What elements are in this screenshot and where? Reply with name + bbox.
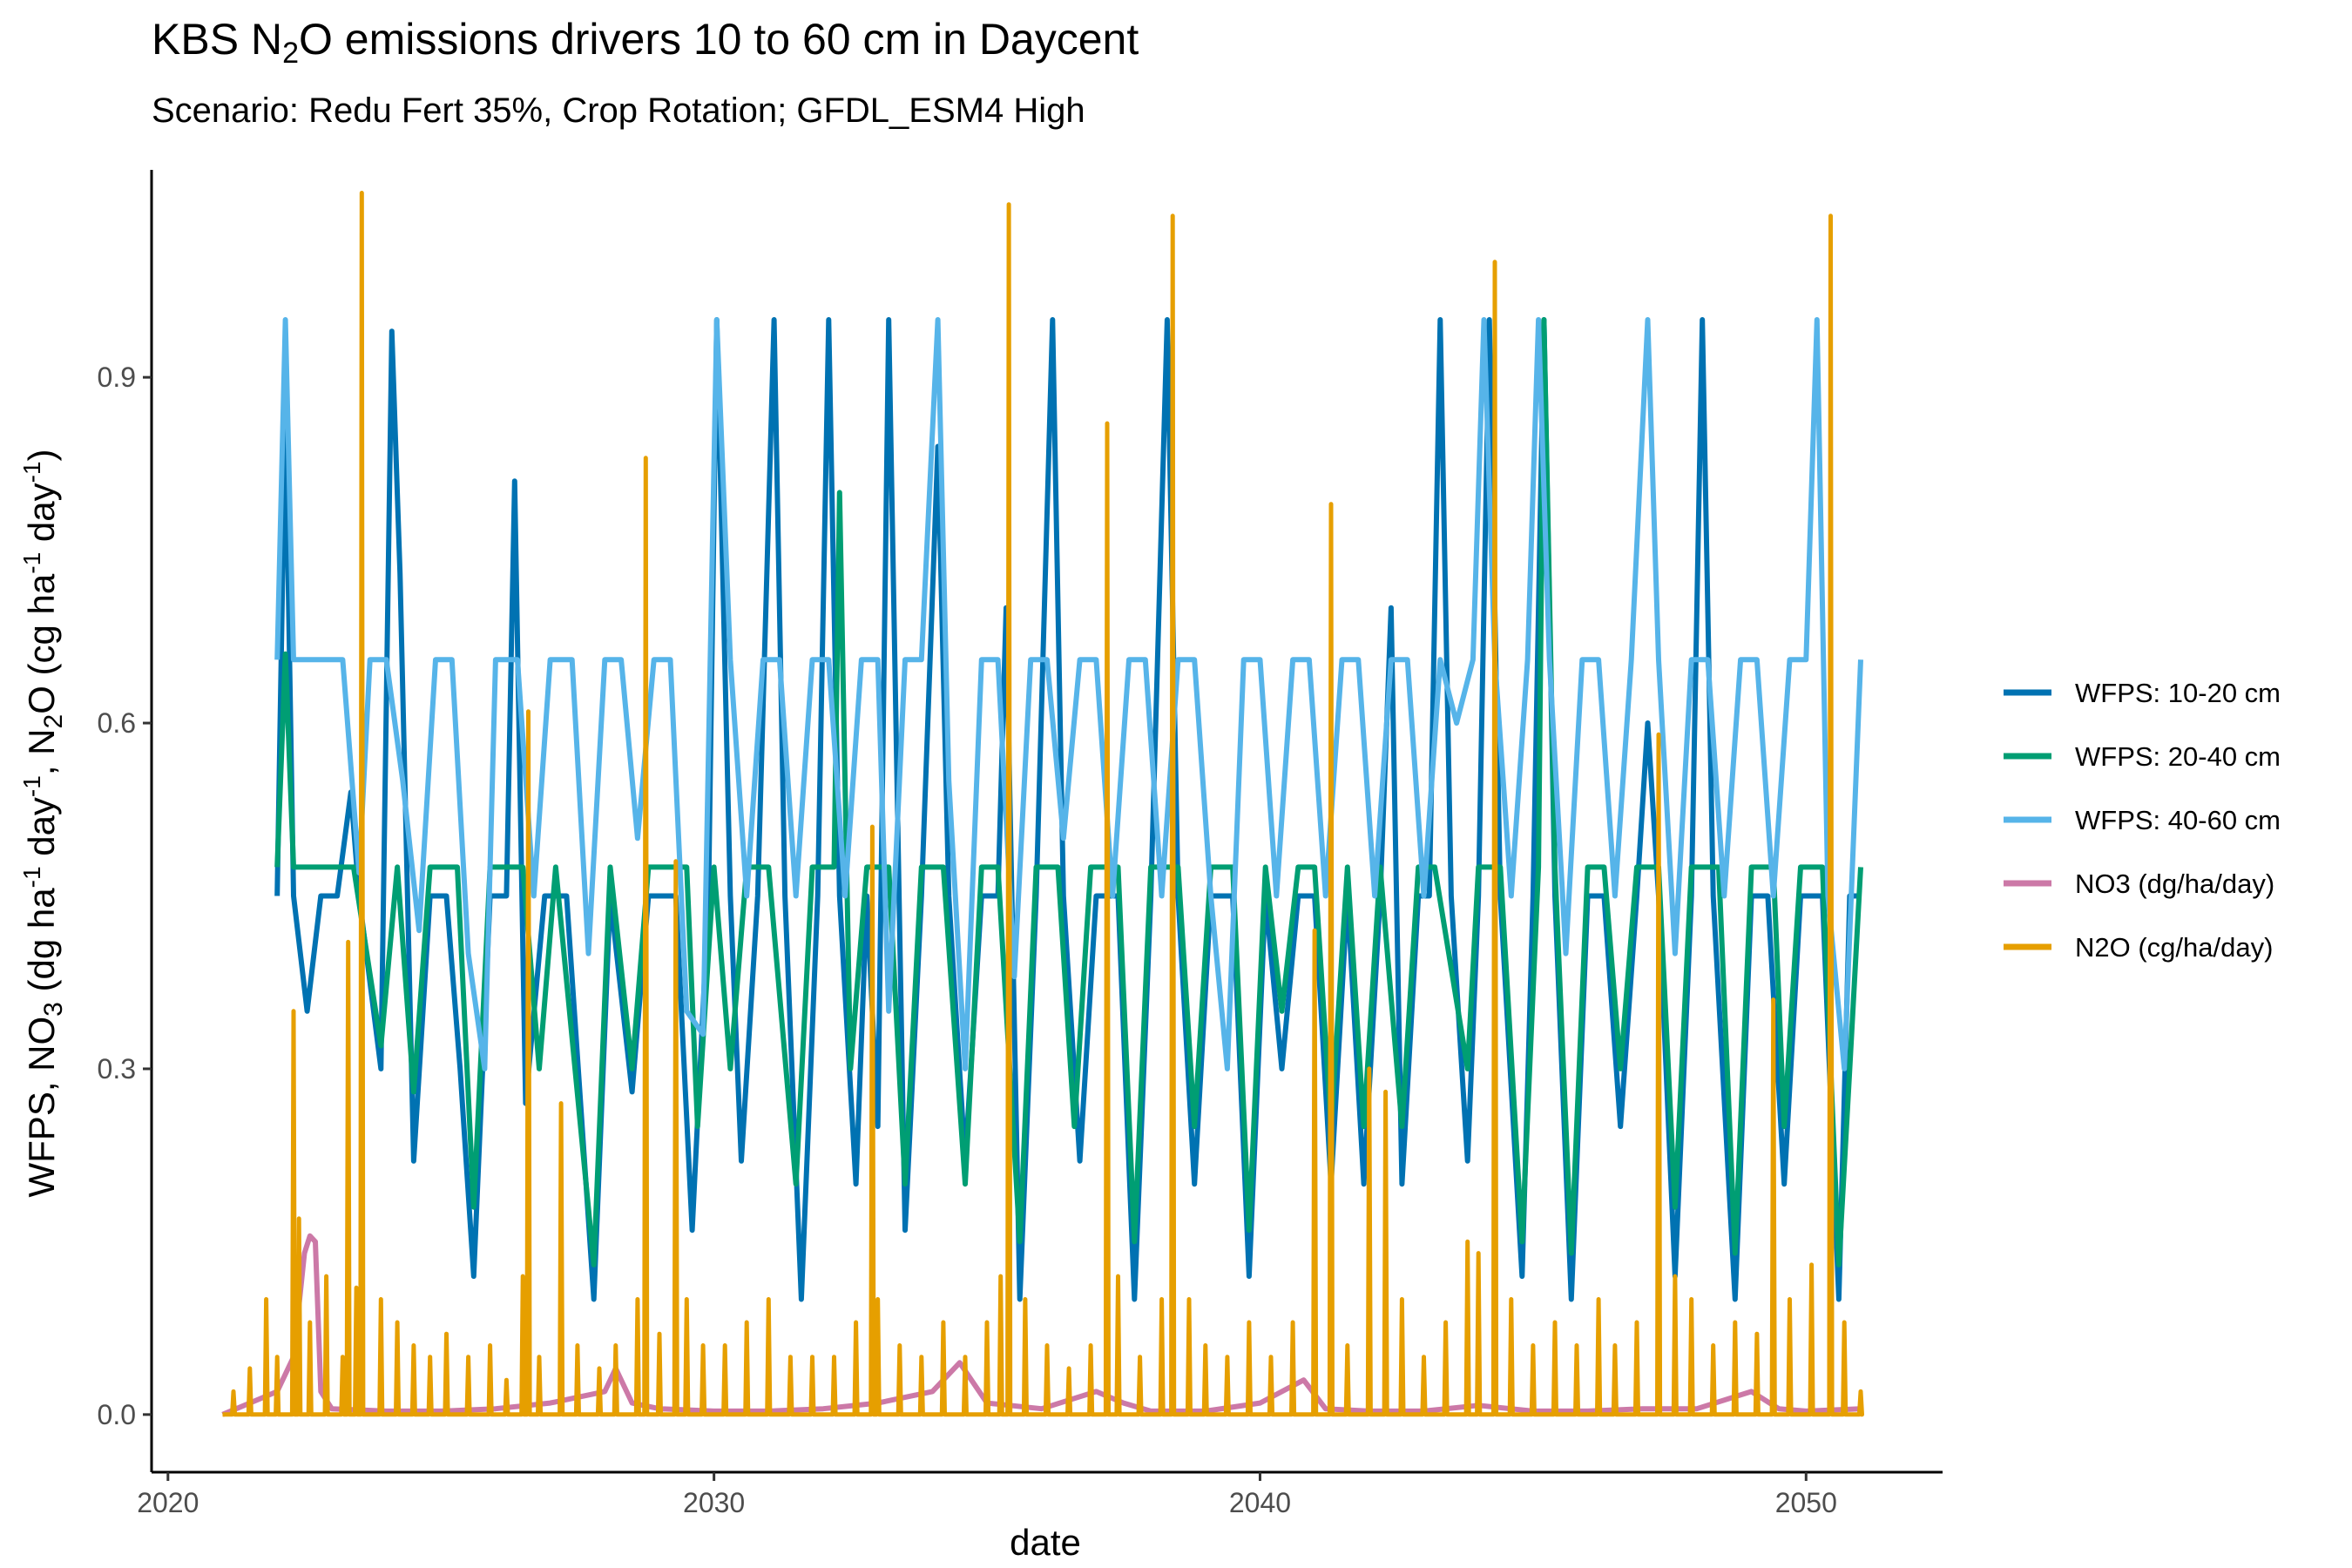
legend-label: N2O (cg/ha/day) <box>2075 932 2273 963</box>
chart-subtitle: Scenario: Redu Fert 35%, Crop Rotation; … <box>152 91 1085 130</box>
legend-label: WFPS: 40-60 cm <box>2075 805 2281 835</box>
legend: WFPS: 10-20 cm WFPS: 20-40 cm WFPS: 40-60 … <box>2004 678 2281 963</box>
plot-area: 2020 2030 2040 2050 0.0 0.3 0.6 0.9 <box>98 170 1943 1518</box>
y-axis-title: WFPS, NO3 (dg ha-1 day-1, N2O (cg ha-1 d… <box>18 449 68 1198</box>
x-tick-label: 2050 <box>1775 1487 1837 1518</box>
x-tick-label: 2030 <box>683 1487 745 1518</box>
series-line <box>222 191 1864 1417</box>
legend-label: WFPS: 20-40 cm <box>2075 741 2281 772</box>
ticks-layer: 2020 2030 2040 2050 0.0 0.3 0.6 0.9 <box>98 362 1837 1518</box>
y-tick-label: 0.3 <box>98 1053 136 1085</box>
series-layer <box>221 191 1864 1417</box>
legend-label: WFPS: 10-20 cm <box>2075 678 2281 708</box>
series-line <box>274 317 1863 1267</box>
x-axis-title: date <box>1010 1522 1081 1563</box>
y-tick-label: 0.6 <box>98 707 136 739</box>
y-tick-label: 0.0 <box>98 1399 136 1430</box>
series-line <box>274 317 1863 1071</box>
series-line <box>274 317 1861 1302</box>
chart-title: KBS N2O emissions drivers 10 to 60 cm in… <box>152 15 1139 70</box>
legend-label: NO3 (dg/ha/day) <box>2075 868 2274 899</box>
x-tick-label: 2040 <box>1229 1487 1291 1518</box>
x-tick-label: 2020 <box>137 1487 199 1518</box>
y-tick-label: 0.9 <box>98 362 136 393</box>
